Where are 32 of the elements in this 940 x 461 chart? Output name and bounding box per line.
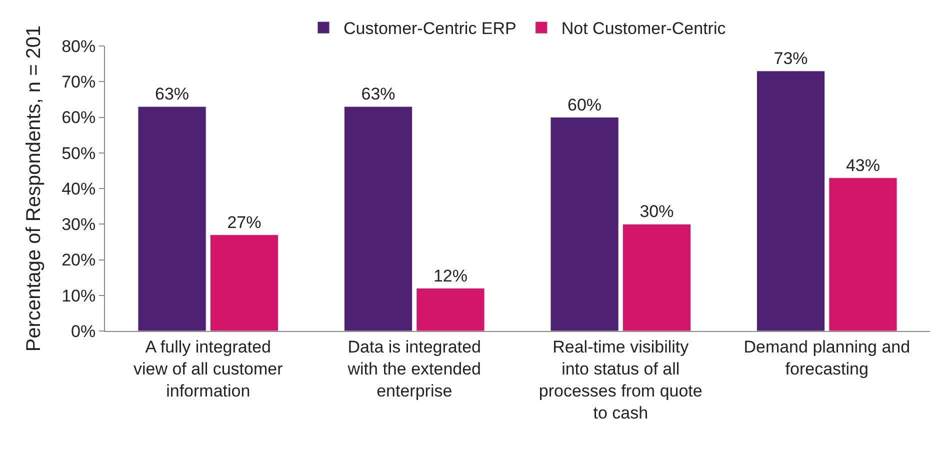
data-label: 63% <box>361 84 396 104</box>
bar <box>550 117 619 331</box>
bar <box>828 178 898 331</box>
data-label: 43% <box>846 156 880 175</box>
data-label: 27% <box>227 212 262 232</box>
x-tick-label: Demand planning and forecasting <box>744 337 910 378</box>
y-tick-label: 50% <box>62 144 96 163</box>
y-tick-label: 40% <box>62 179 96 198</box>
y-tick-label: 20% <box>62 250 96 270</box>
bar <box>344 106 413 331</box>
x-tick-label: A fully integrated view of all customer information <box>133 337 284 401</box>
bar <box>622 224 691 331</box>
y-tick-label: 30% <box>62 215 96 234</box>
x-tick-label: Data is integrated with the extended enterprise <box>346 337 482 401</box>
legend-label: Customer-Centric ERP <box>344 19 516 38</box>
y-tick-label: 60% <box>62 108 96 128</box>
bar <box>416 288 485 331</box>
y-tick-label: 0% <box>71 322 96 341</box>
data-label: 73% <box>774 48 808 68</box>
data-label: 12% <box>433 266 468 286</box>
y-tick-label: 10% <box>62 286 96 306</box>
data-label: 63% <box>155 84 190 104</box>
bar <box>138 106 206 331</box>
data-label: 60% <box>568 95 602 114</box>
y-tick-label: 80% <box>62 36 96 56</box>
legend-label: Not Customer-Centric <box>561 19 726 38</box>
bar <box>210 234 278 331</box>
x-tick-label: Real-time visibility into status of all processes from quote to cash <box>538 337 702 423</box>
data-label: 30% <box>640 202 674 222</box>
y-tick-label: 70% <box>62 72 96 92</box>
bar <box>756 70 826 331</box>
y-axis-title: Percentage of Respondents, n = 201 <box>23 25 46 352</box>
